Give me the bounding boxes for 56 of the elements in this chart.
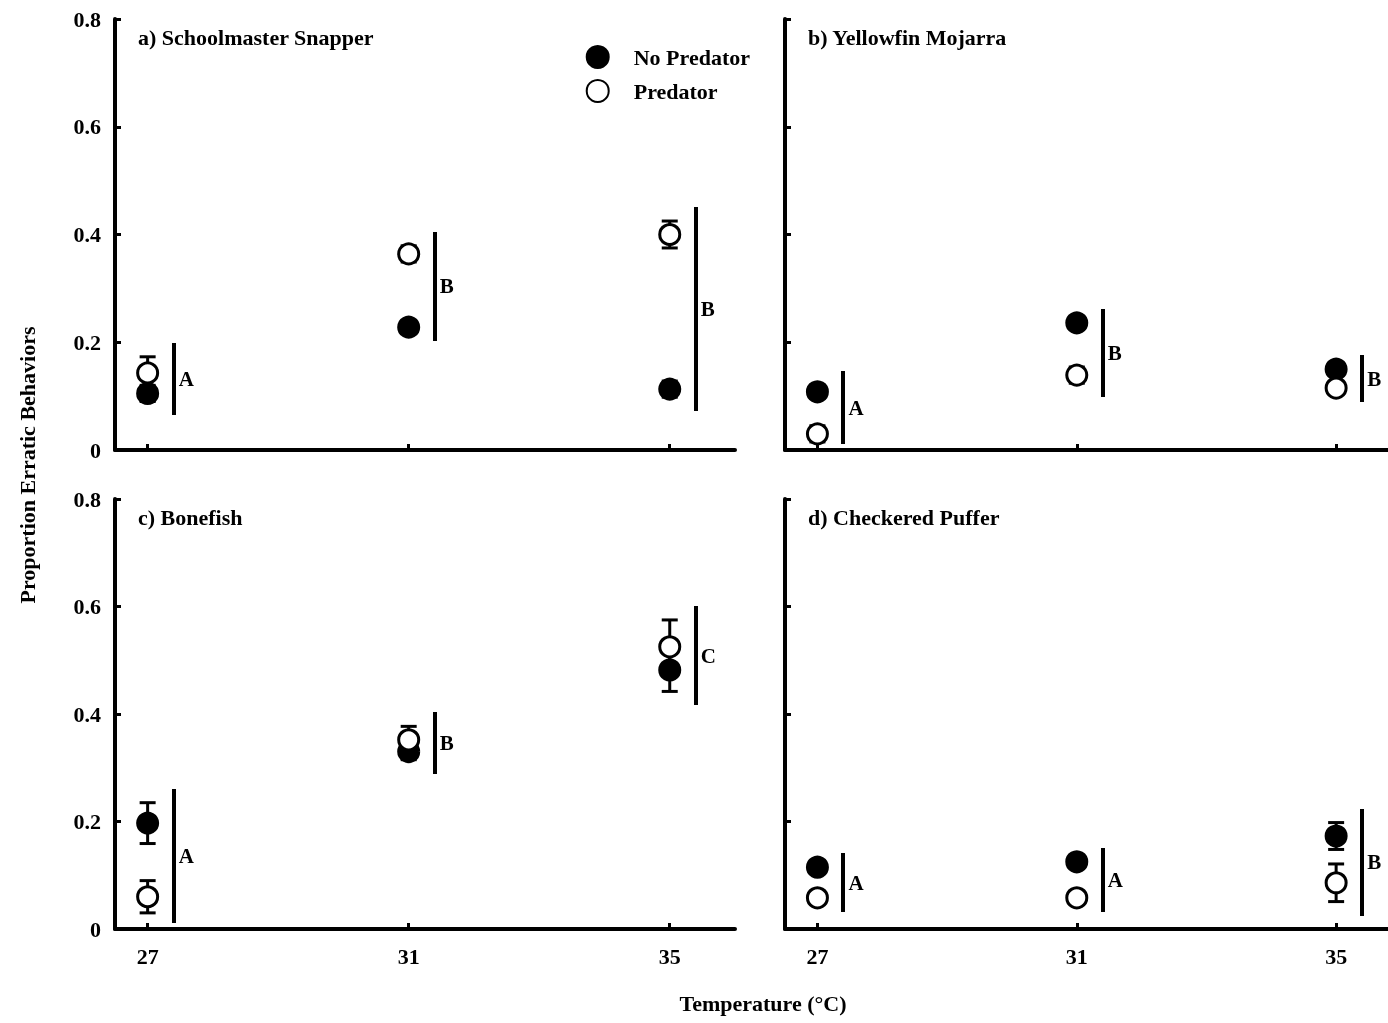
point <box>658 658 682 682</box>
chart-title: b) Yellowfin Mojarra <box>808 24 1007 50</box>
x-tick-label: 31 <box>397 943 420 969</box>
point <box>805 855 829 879</box>
point <box>1065 363 1089 387</box>
y-tick-label: 0.4 <box>73 701 101 727</box>
point <box>136 885 160 909</box>
annotation: A <box>848 395 864 421</box>
point <box>1065 886 1089 910</box>
point <box>136 811 160 835</box>
annotation: A <box>848 870 864 895</box>
annotation: A <box>178 366 194 392</box>
point <box>658 223 682 246</box>
y-axis-title: Proportion Erratic Behaviors <box>15 326 41 604</box>
annotation: A <box>178 843 194 869</box>
point <box>136 361 160 385</box>
annotation: B <box>439 273 454 299</box>
point <box>397 315 421 339</box>
x-axis-title: Temperature (°C) <box>679 991 847 1017</box>
x-tick-label: 27 <box>136 943 159 969</box>
point <box>397 728 421 752</box>
x-tick-label: 35 <box>658 943 681 969</box>
y-tick-label: 0.8 <box>73 486 101 512</box>
point <box>805 380 829 404</box>
x-tick-label: 27 <box>806 943 829 969</box>
annotation: B <box>1367 366 1382 392</box>
annotation: B <box>439 730 454 756</box>
legend-label: Predator <box>633 78 718 104</box>
point <box>658 635 682 659</box>
x-tick-label: 35 <box>1325 943 1348 969</box>
point <box>397 242 421 266</box>
point <box>805 422 829 446</box>
y-tick-label: 0.2 <box>73 809 101 834</box>
chart-title: c) Bonefish <box>138 504 243 530</box>
annotation: B <box>700 296 715 322</box>
y-tick-label: 0.8 <box>73 6 101 32</box>
x-tick-label: 31 <box>1065 943 1088 969</box>
point <box>1065 850 1089 874</box>
chart-title: a) Schoolmaster Snapper <box>138 24 374 50</box>
chart-title: d) Checkered Puffer <box>808 504 1000 530</box>
y-tick-label: 0.6 <box>73 114 101 140</box>
annotation: C <box>700 643 716 669</box>
point <box>805 886 829 910</box>
point <box>1065 311 1089 335</box>
point <box>1324 376 1348 400</box>
y-tick-label: 0.4 <box>73 222 101 247</box>
y-tick-label: 0 <box>90 437 101 463</box>
legend-label: No Predator <box>633 44 751 70</box>
y-tick-label: 0.2 <box>73 329 101 355</box>
point <box>1324 871 1348 895</box>
annotation: A <box>1107 867 1123 893</box>
y-tick-label: 0.6 <box>73 594 101 619</box>
point <box>1324 357 1348 381</box>
annotation: B <box>1367 849 1382 875</box>
y-tick-label: 0 <box>90 916 101 942</box>
annotation: B <box>1107 340 1122 366</box>
